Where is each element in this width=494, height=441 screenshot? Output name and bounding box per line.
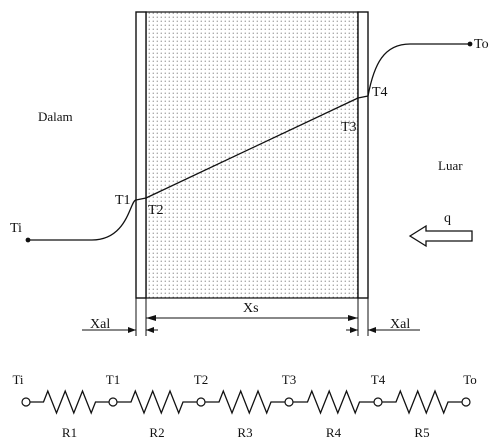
left-wall-profile xyxy=(135,197,147,201)
left-aluminium-layer xyxy=(135,11,147,299)
outside-region-label: Luar xyxy=(438,158,463,173)
circuit-node xyxy=(21,397,31,407)
resistor-r2 xyxy=(117,389,197,415)
insulation-layer xyxy=(145,11,359,299)
resistor-label: R5 xyxy=(414,425,429,440)
resistor-r3 xyxy=(205,389,285,415)
xal-left-label: Xal xyxy=(90,317,110,332)
circuit-node xyxy=(196,397,206,407)
insulation-profile-line xyxy=(145,97,359,199)
circuit-node-label: T4 xyxy=(371,372,386,387)
circuit-node xyxy=(373,397,383,407)
inside-region-label: Dalam xyxy=(38,109,73,124)
xal-right-label: Xal xyxy=(390,317,410,332)
resistor-label: R2 xyxy=(149,425,164,440)
t3-label: T3 xyxy=(341,120,357,135)
circuit-node-label: T2 xyxy=(194,372,208,387)
dimension-lines xyxy=(82,298,420,336)
t1-label: T1 xyxy=(115,193,131,208)
resistor-r4 xyxy=(293,389,374,415)
circuit-node-label: T1 xyxy=(106,372,120,387)
circuit-node-label: To xyxy=(463,372,477,387)
xs-label: Xs xyxy=(243,301,259,316)
outside-boundary-layer-curve xyxy=(367,43,470,97)
t4-label: T4 xyxy=(372,85,388,100)
composite-wall xyxy=(135,11,369,299)
to-label: To xyxy=(474,37,489,52)
to-point xyxy=(467,41,473,47)
thermal-resistance-circuit: R1 R2 R3 R4 R5 Ti T1 T2 T3 T4 To xyxy=(12,372,476,440)
ti-label: Ti xyxy=(10,221,22,236)
heat-flow-label: q xyxy=(444,211,451,226)
circuit-node-label: T3 xyxy=(282,372,296,387)
inside-boundary-layer-curve xyxy=(28,199,137,241)
resistor-label: R1 xyxy=(62,425,77,440)
ti-point xyxy=(25,237,31,243)
resistor-r5 xyxy=(382,389,462,415)
temperature-profile xyxy=(28,43,470,241)
t2-label: T2 xyxy=(148,203,164,218)
circuit-node xyxy=(461,397,471,407)
circuit-node xyxy=(108,397,118,407)
right-wall-profile xyxy=(357,95,369,99)
circuit-node-label: Ti xyxy=(12,372,23,387)
circuit-node xyxy=(284,397,294,407)
right-aluminium-layer xyxy=(357,11,369,299)
resistor-r1 xyxy=(30,389,109,415)
heat-flow-arrow-icon xyxy=(408,224,473,248)
resistor-label: R3 xyxy=(237,425,252,440)
resistor-label: R4 xyxy=(326,425,342,440)
